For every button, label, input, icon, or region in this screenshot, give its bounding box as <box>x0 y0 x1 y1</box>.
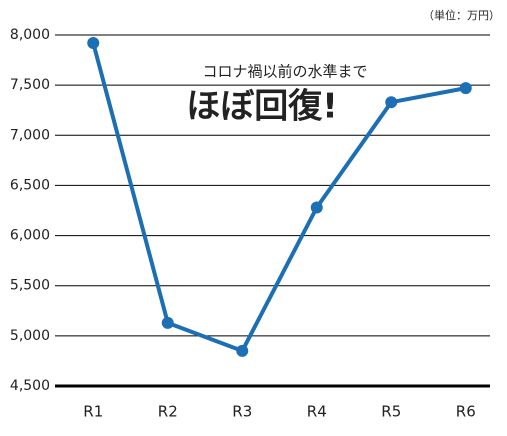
x-tick-label: R2 <box>158 403 178 421</box>
line <box>91 42 467 353</box>
x-tick-label: R5 <box>381 403 401 421</box>
x-tick-label: R1 <box>83 403 103 421</box>
y-tick-label: 7,000 <box>10 127 50 143</box>
point <box>161 316 174 329</box>
y-tick-label: 5,500 <box>10 278 50 294</box>
annotation: コロナ禍以前の水準まで <box>202 63 367 81</box>
x-tick-label: R3 <box>232 403 252 421</box>
y-tick-label: 5,000 <box>10 328 50 344</box>
point <box>236 344 249 357</box>
y-tick-label: 7,500 <box>10 77 50 93</box>
point <box>87 37 100 50</box>
y-tick-label: 8,000 <box>10 27 50 43</box>
y-tick-label: 6,000 <box>10 228 50 244</box>
point <box>459 82 472 95</box>
point <box>385 96 398 109</box>
unit-label: （単位：万円） <box>423 8 500 22</box>
y-tick-label: 4,500 <box>10 378 50 394</box>
point <box>310 201 323 214</box>
x-tick-label: R6 <box>456 403 476 421</box>
y-tick-label: 6,500 <box>10 177 50 193</box>
annotation-headline: ほぼ回復! <box>186 87 338 127</box>
x-tick-label: R4 <box>307 403 327 421</box>
